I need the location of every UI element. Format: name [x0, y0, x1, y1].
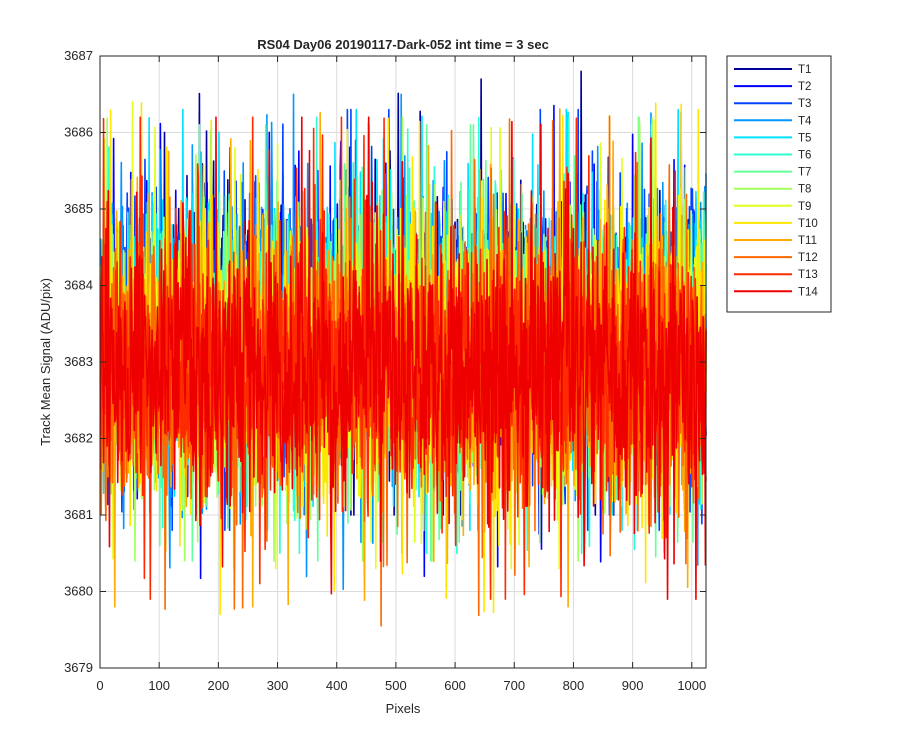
- x-tick-label: 700: [503, 678, 525, 693]
- legend-label-t14: T14: [798, 286, 818, 298]
- y-tick-label: 3680: [64, 584, 93, 599]
- y-tick-label: 3686: [64, 125, 93, 140]
- series-line-t14: [99, 116, 707, 600]
- x-tick-label: 600: [444, 678, 466, 693]
- y-tick-label: 3684: [64, 278, 93, 293]
- x-tick-label: 100: [148, 678, 170, 693]
- legend-label-t13: T13: [798, 269, 818, 281]
- legend-box: [726, 55, 832, 313]
- legend-label-t5: T5: [798, 132, 811, 144]
- y-tick-label: 3679: [64, 660, 93, 675]
- chart-title: RS04 Day06 20190117-Dark-052 int time = …: [257, 37, 549, 52]
- x-axis-label: Pixels: [386, 701, 421, 716]
- x-tick-label: 400: [326, 678, 348, 693]
- axes: 0 100 200 300 400 500 600 700 800 900 1000 3679 3680…: [64, 48, 706, 693]
- y-tick-label: 3685: [64, 201, 93, 216]
- legend-label-t7: T7: [798, 167, 811, 179]
- y-tick-label: 3681: [64, 507, 93, 522]
- y-tick-label: 3683: [64, 354, 93, 369]
- legend-label-t2: T2: [798, 81, 811, 93]
- x-tick-label: 0: [96, 678, 103, 693]
- legend-label-t12: T12: [798, 252, 818, 264]
- x-tick-label: 300: [267, 678, 289, 693]
- legend-label-t1: T1: [798, 64, 811, 76]
- x-tick-label: 800: [563, 678, 585, 693]
- legend: T1 T2 T3 T4 T5 T6 T7 T8 T9 T10 T11 T12 T13 T14: [726, 55, 832, 313]
- legend-label-t6: T6: [798, 150, 811, 162]
- x-tick-label: 1000: [677, 678, 706, 693]
- series-layer: [99, 70, 707, 627]
- y-tick-label: 3682: [64, 431, 93, 446]
- legend-label-t10: T10: [798, 218, 818, 230]
- y-tick-label: 3687: [64, 48, 93, 63]
- x-tick-label: 200: [208, 678, 230, 693]
- legend-label-t4: T4: [798, 115, 812, 127]
- legend-label-t3: T3: [798, 98, 811, 110]
- y-axis-label: Track Mean Signal (ADU/pix): [38, 278, 53, 446]
- x-tick-label: 900: [622, 678, 644, 693]
- legend-label-t9: T9: [798, 201, 811, 213]
- legend-label-t8: T8: [798, 184, 811, 196]
- x-tick-label: 500: [385, 678, 407, 693]
- legend-label-t11: T11: [798, 235, 817, 247]
